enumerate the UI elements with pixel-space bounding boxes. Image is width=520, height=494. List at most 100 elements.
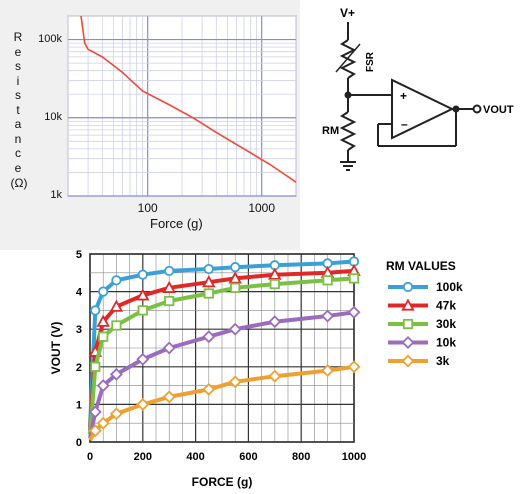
- legend-marker: [401, 298, 415, 311]
- legend-marker: [401, 354, 415, 368]
- vout-y-axis-label: VOUT (V): [49, 322, 63, 375]
- legend-title: RM VALUES: [386, 259, 456, 273]
- data-point-3k: [109, 407, 123, 421]
- legend-label: 10k: [436, 336, 456, 350]
- resistance-axis-letter: e: [14, 44, 22, 59]
- resistance-x-tick-label: 100: [137, 201, 158, 215]
- data-point-3k: [268, 369, 282, 383]
- data-point-10k: [268, 315, 282, 329]
- vout-y-tick-label: 5: [76, 249, 82, 261]
- vout-y-tick-label: 0: [76, 437, 82, 449]
- vout-y-tick-label: 4: [76, 287, 83, 299]
- legend-marker: [402, 281, 414, 293]
- data-point-3k: [347, 360, 361, 374]
- data-point-47k: [268, 267, 282, 280]
- vout-chart: 0 1 2 3 4 5 0 200 400 600 800 1000 FORCE (g) VOUT (V)…: [49, 249, 463, 489]
- vout-x-tick-label: 0: [87, 451, 93, 463]
- vout-y-tick-label: 2: [76, 362, 82, 374]
- resistance-axis-letter: i: [16, 73, 20, 88]
- data-point-47k: [136, 288, 150, 301]
- data-point-3k: [136, 397, 150, 411]
- data-point-47k: [228, 271, 242, 284]
- data-point-10k: [88, 405, 102, 419]
- vout-y-tick-label: 3: [76, 324, 82, 336]
- legend-label: 30k: [436, 317, 456, 331]
- junction-dot: [344, 91, 352, 99]
- resistance-chart: [67, 15, 297, 197]
- data-point-100k: [111, 275, 122, 286]
- minus-input-label: –: [401, 117, 408, 131]
- resistance-axis-letter: t: [16, 102, 20, 117]
- data-point-30k: [111, 320, 122, 331]
- vout-x-axis-label: FORCE (g): [192, 475, 253, 489]
- resistance-x-tick-label: 1000: [248, 201, 276, 215]
- resistance-axis-letter: n: [14, 131, 22, 146]
- resistance-x-axis-label: Force (g): [150, 216, 203, 231]
- vout-x-tick-label: 1000: [342, 451, 366, 463]
- resistance-curve: [80, 15, 297, 183]
- data-point-30k: [348, 273, 360, 284]
- data-point-100k: [98, 286, 109, 297]
- vout-y-tick-label: 1: [76, 399, 82, 411]
- vout-label: VOUT: [483, 104, 514, 116]
- data-point-10k: [321, 309, 335, 323]
- supply-label: V+: [340, 6, 355, 20]
- legend-marker: [401, 336, 415, 349]
- vout-x-tick-label: 800: [292, 451, 310, 463]
- data-point-30k: [322, 275, 333, 286]
- data-point-30k: [90, 361, 101, 372]
- data-point-100k: [90, 305, 101, 316]
- data-point-3k: [162, 390, 176, 404]
- vout-x-tick-label: 200: [134, 451, 152, 463]
- junction-dot: [452, 105, 460, 113]
- data-point-30k: [137, 305, 148, 316]
- resistance-axis-letter: s: [15, 59, 21, 73]
- fsr-variable-arrow: [335, 43, 361, 73]
- data-point-3k: [202, 382, 216, 396]
- data-point-10k: [109, 367, 123, 381]
- vout-x-tick-label: 600: [239, 451, 257, 463]
- data-point-10k: [228, 322, 242, 336]
- data-point-30k: [203, 288, 214, 299]
- data-point-10k: [96, 379, 110, 393]
- data-point-10k: [347, 305, 361, 319]
- data-point-47k: [109, 299, 124, 312]
- legend-label: 100k: [436, 280, 463, 294]
- op-amp-icon: [391, 78, 455, 140]
- resistance-axis-letter: R: [13, 30, 23, 44]
- data-point-100k: [203, 263, 214, 275]
- data-point-30k: [98, 331, 109, 342]
- data-point-47k: [96, 314, 110, 327]
- data-point-3k: [228, 375, 242, 389]
- resistance-y-tick-label: 10k: [44, 110, 62, 123]
- resistance-axis-letter: a: [14, 117, 22, 131]
- fsr-label: FSR: [365, 51, 376, 72]
- circuit-diagram: V+ FSR RM + – VOUT: [322, 6, 514, 171]
- resistance-y-tick-label: 100k: [38, 32, 62, 45]
- data-point-30k: [164, 295, 175, 307]
- resistance-axis-unit: (Ω): [10, 176, 28, 190]
- data-point-30k: [269, 278, 280, 290]
- data-point-100k: [164, 265, 175, 277]
- rm-label: RM: [322, 125, 339, 137]
- resistance-axis-letter: e: [14, 160, 22, 175]
- data-point-100k: [230, 262, 241, 273]
- data-point-10k: [202, 330, 216, 344]
- plus-input-label: +: [400, 89, 407, 103]
- rm-resistor: [339, 111, 357, 151]
- legend-label: 47k: [436, 299, 456, 313]
- vout-x-tick-label: 400: [186, 451, 204, 463]
- data-point-10k: [136, 352, 150, 366]
- data-point-10k: [162, 341, 176, 355]
- legend-label: 3k: [436, 354, 450, 368]
- data-point-3k: [321, 364, 335, 378]
- data-point-3k: [88, 424, 102, 438]
- data-point-30k: [230, 282, 241, 293]
- output-terminal-icon: [472, 104, 482, 114]
- data-point-3k: [96, 416, 110, 430]
- resistance-axis-letter: s: [15, 88, 21, 102]
- resistance-axis-letter: c: [15, 146, 21, 160]
- data-point-47k: [162, 280, 176, 293]
- resistance-y-tick-label: 1k: [50, 189, 62, 201]
- legend-marker: [402, 318, 414, 330]
